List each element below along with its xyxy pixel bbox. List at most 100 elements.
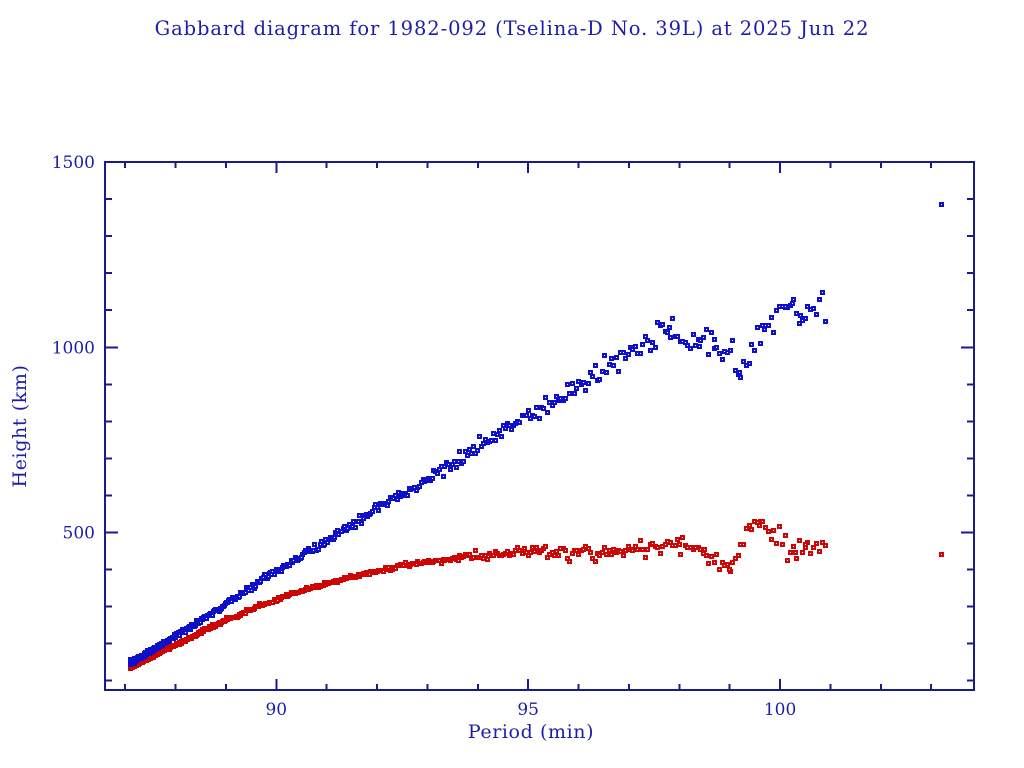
scatter-marker-hole	[793, 299, 794, 300]
plot-frame	[104, 161, 975, 691]
scatter-marker-hole	[941, 554, 942, 555]
scatter-marker-hole	[787, 560, 788, 561]
scatter-marker-hole	[293, 560, 294, 561]
scatter-marker-hole	[662, 324, 663, 325]
scatter-marker-hole	[773, 332, 774, 333]
scatter-marker-hole	[539, 418, 540, 419]
scatter-marker-hole	[515, 550, 516, 551]
scatter-marker-hole	[576, 388, 577, 389]
scatter-marker-hole	[743, 361, 744, 362]
scatter-marker-hole	[511, 429, 512, 430]
scatter-marker-hole	[635, 346, 636, 347]
scatter-marker-hole	[536, 547, 537, 548]
scatter-marker-hole	[743, 544, 744, 545]
scatter-marker-hole	[554, 555, 555, 556]
scatter-marker-hole	[604, 547, 605, 548]
scatter-marker-hole	[361, 523, 362, 524]
scatter-marker-hole	[503, 425, 504, 426]
x-tick-label: 95	[517, 700, 539, 720]
scatter-marker-hole	[491, 440, 492, 441]
scatter-marker-hole	[730, 350, 731, 351]
scatter-marker-hole	[271, 574, 272, 575]
scatter-marker-hole	[585, 546, 586, 547]
scatter-marker-hole	[628, 546, 629, 547]
scatter-marker-hole	[652, 342, 653, 343]
scatter-marker-hole	[517, 547, 518, 548]
scatter-marker-hole	[746, 528, 747, 529]
scatter-marker-hole	[479, 436, 480, 437]
scatter-marker-hole	[547, 557, 548, 558]
scatter-marker-hole	[499, 430, 500, 431]
scatter-marker-hole	[599, 555, 600, 556]
scatter-marker-hole	[807, 306, 808, 307]
scatter-marker-hole	[572, 553, 573, 554]
scatter-marker-hole	[706, 555, 707, 556]
scatter-marker-hole	[640, 540, 641, 541]
scatter-marker-hole	[314, 544, 315, 545]
scatter-marker-hole	[421, 482, 422, 483]
x-tick-label: 100	[764, 700, 796, 720]
scatter-marker-hole	[704, 549, 705, 550]
scatter-marker-hole	[374, 507, 375, 508]
scatter-marker-hole	[395, 495, 396, 496]
scatter-marker-hole	[569, 393, 570, 394]
scatter-marker-hole	[738, 555, 739, 556]
y-tick-label: 1000	[52, 338, 95, 358]
scatter-marker-hole	[782, 306, 783, 307]
scatter-marker-hole	[665, 544, 666, 545]
scatter-marker-hole	[463, 461, 464, 462]
scatter-marker-hole	[344, 526, 345, 527]
scatter-marker-hole	[439, 469, 440, 470]
scatter-marker-hole	[590, 552, 591, 553]
scatter-marker-hole	[495, 440, 496, 441]
scatter-marker-hole	[805, 547, 806, 548]
scatter-marker-hole	[595, 365, 596, 366]
scatter-marker-hole	[660, 553, 661, 554]
scatter-marker-hole	[441, 466, 442, 467]
scatter-marker-hole	[714, 339, 715, 340]
scatter-marker-hole	[690, 547, 691, 548]
scatter-marker-hole	[727, 352, 728, 353]
scatter-marker-hole	[388, 567, 389, 568]
scatter-marker-hole	[611, 554, 612, 555]
scatter-marker-hole	[687, 345, 688, 346]
scatter-marker-hole	[690, 348, 691, 349]
scatter-marker-hole	[251, 590, 252, 591]
scatter-marker-hole	[800, 315, 801, 316]
scatter-marker-hole	[497, 434, 498, 435]
scatter-marker-hole	[543, 408, 544, 409]
scatter-marker-hole	[493, 555, 494, 556]
scatter-marker-hole	[793, 546, 794, 547]
scatter-marker-hole	[642, 549, 643, 550]
scatter-marker-hole	[810, 309, 811, 310]
scatter-marker-hole	[507, 551, 508, 552]
scatter-marker-hole	[802, 320, 803, 321]
scatter-marker-hole	[819, 551, 820, 552]
scatter-marker-hole	[334, 537, 335, 538]
scatter-marker-hole	[407, 495, 408, 496]
scatter-marker-hole	[764, 329, 765, 330]
scatter-marker-hole	[757, 522, 758, 523]
scatter-marker-hole	[805, 318, 806, 319]
x-axis-title: Period (min)	[468, 721, 594, 743]
scatter-marker-hole	[250, 587, 251, 588]
scatter-marker-hole	[200, 622, 201, 623]
scatter-marker-hole	[779, 526, 780, 527]
scatter-marker-hole	[670, 542, 671, 543]
scatter-marker-hole	[405, 562, 406, 563]
scatter-marker-hole	[263, 577, 264, 578]
scatter-marker-hole	[481, 446, 482, 447]
scatter-marker-hole	[729, 569, 730, 570]
scatter-marker-hole	[318, 549, 319, 550]
scatter-marker-hole	[475, 453, 476, 454]
scatter-marker-hole	[706, 329, 707, 330]
scatter-marker-hole	[667, 541, 668, 542]
scatter-marker-hole	[320, 544, 321, 545]
scatter-marker-hole	[526, 552, 527, 553]
scatter-marker-hole	[647, 549, 648, 550]
scatter-marker-hole	[602, 371, 603, 372]
scatter-marker-hole	[711, 332, 712, 333]
scatter-marker-hole	[625, 358, 626, 359]
scatter-marker-hole	[519, 422, 520, 423]
scatter-marker-hole	[680, 554, 681, 555]
